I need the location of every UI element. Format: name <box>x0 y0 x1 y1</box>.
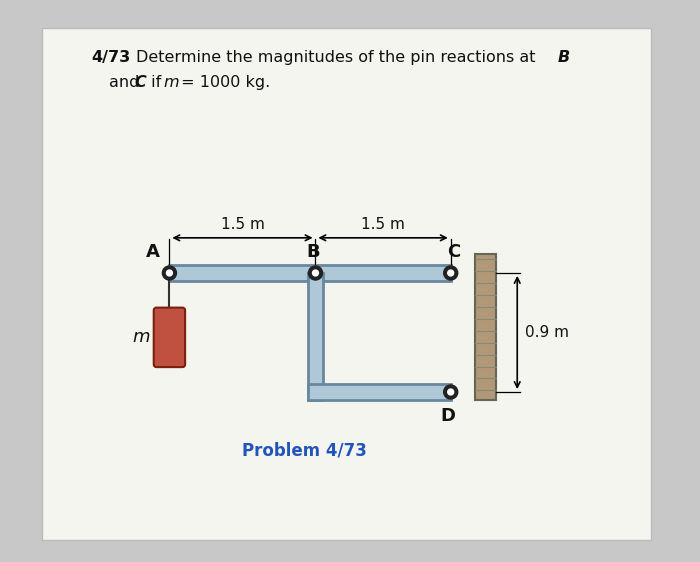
Text: B: B <box>557 50 570 65</box>
Text: C: C <box>134 75 146 90</box>
Circle shape <box>448 270 454 276</box>
Text: C: C <box>447 243 460 261</box>
FancyBboxPatch shape <box>42 28 651 540</box>
Bar <box>308 273 323 400</box>
Circle shape <box>162 266 176 280</box>
Circle shape <box>312 270 318 276</box>
Text: 1.5 m: 1.5 m <box>361 217 405 233</box>
Bar <box>169 265 451 280</box>
Text: if: if <box>146 75 166 90</box>
Text: m: m <box>163 75 179 90</box>
Text: A: A <box>146 243 160 261</box>
Text: B: B <box>306 243 320 261</box>
Text: and: and <box>109 75 145 90</box>
Text: 1.5 m: 1.5 m <box>220 217 265 233</box>
Text: m: m <box>132 328 150 346</box>
Text: Determine the magnitudes of the pin reactions at: Determine the magnitudes of the pin reac… <box>136 50 541 65</box>
Bar <box>308 384 451 400</box>
Circle shape <box>448 389 454 395</box>
Circle shape <box>167 270 172 276</box>
Text: = 1000 kg.: = 1000 kg. <box>176 75 271 90</box>
Text: D: D <box>440 407 456 425</box>
Bar <box>475 254 496 400</box>
Text: Problem 4/73: Problem 4/73 <box>242 442 367 460</box>
Circle shape <box>444 266 458 280</box>
FancyBboxPatch shape <box>154 307 185 367</box>
Text: 0.9 m: 0.9 m <box>525 325 569 340</box>
Circle shape <box>309 266 323 280</box>
Circle shape <box>444 385 458 399</box>
Text: 4/73: 4/73 <box>91 50 130 65</box>
